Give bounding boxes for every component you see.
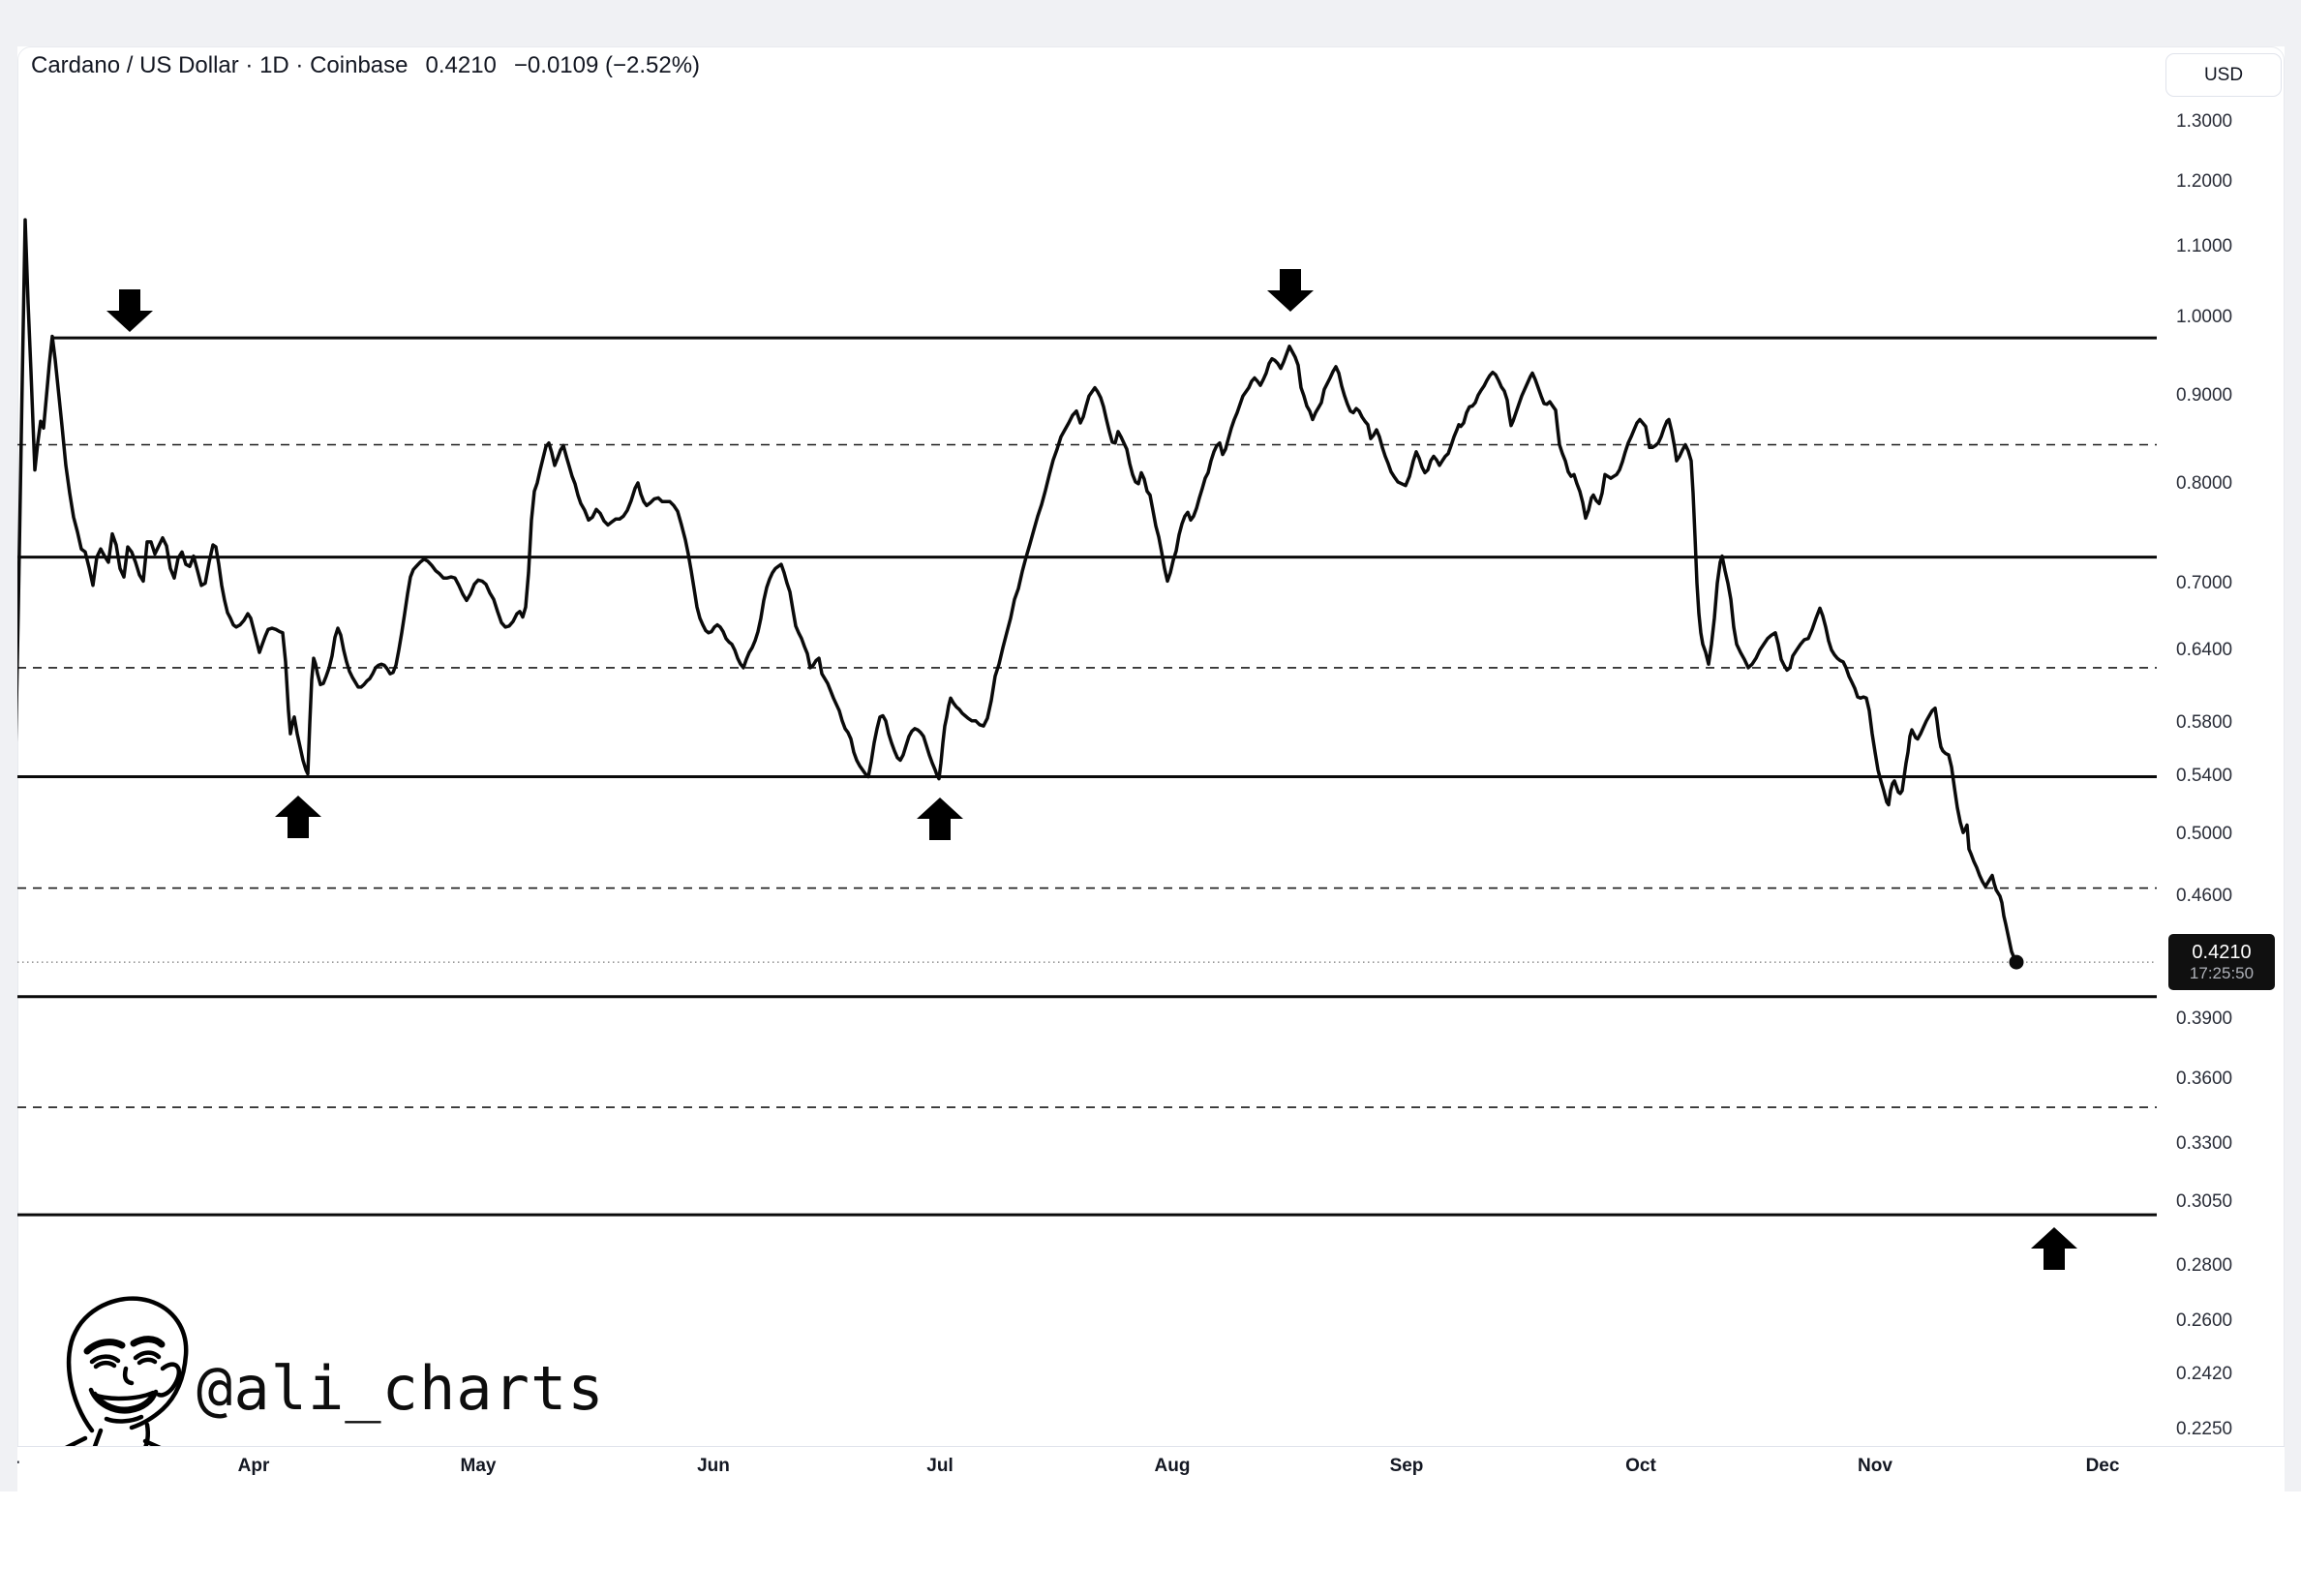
price-tick-0.6400: 0.6400 [2176, 640, 2233, 660]
time-axis[interactable]: Mar Apr May Jun Jul Aug Sep Oct Nov Dec [17, 1446, 2285, 1492]
last-price-badge: 0.4210 17:25:50 [2168, 934, 2275, 990]
time-tick-Mar: Mar [17, 1456, 46, 1477]
price-tick-1.1000: 1.1000 [2176, 236, 2233, 256]
price-tick-0.4600: 0.4600 [2176, 886, 2233, 906]
price-tick-0.2250: 0.2250 [2176, 1419, 2233, 1439]
time-tick-Oct: Oct [1625, 1456, 1656, 1476]
watermark-handle: @ali_charts [197, 1353, 605, 1424]
price-tick-1.0000: 1.0000 [2176, 307, 2233, 327]
price-tick-0.2420: 0.2420 [2176, 1364, 2233, 1384]
currency-toggle-label: USD [2203, 64, 2244, 85]
price-tick-0.8000: 0.8000 [2176, 473, 2233, 494]
time-tick-Jun: Jun [697, 1456, 730, 1476]
price-tick-1.3000: 1.3000 [2176, 111, 2233, 132]
price-tick-0.7000: 0.7000 [2176, 573, 2233, 593]
arrow-up-marker [2031, 1227, 2077, 1270]
page-background-right [2285, 46, 2301, 1491]
price-tick-0.9000: 0.9000 [2176, 385, 2233, 406]
page-background-top [0, 0, 2301, 46]
time-tick-May: May [460, 1456, 497, 1476]
price-tick-0.5000: 0.5000 [2176, 824, 2233, 844]
symbol-title: Cardano / US Dollar · 1D · Coinbase [31, 52, 409, 78]
price-tick-1.2000: 1.2000 [2176, 171, 2233, 192]
legend-last-price: 0.4210 [425, 52, 497, 78]
price-tick-0.3300: 0.3300 [2176, 1133, 2233, 1154]
last-price-badge-value: 0.4210 [2192, 941, 2252, 963]
last-price-dot [2009, 954, 2024, 970]
price-tick-0.3900: 0.3900 [2176, 1009, 2233, 1029]
arrow-down-marker [106, 289, 153, 332]
time-tick-Apr: Apr [237, 1456, 270, 1476]
time-tick-Jul: Jul [926, 1456, 954, 1476]
last-price-badge-time: 17:25:50 [2189, 963, 2255, 982]
legend-change: −0.0109 (−2.52%) [513, 52, 701, 78]
price-tick-0.3050: 0.3050 [2176, 1191, 2233, 1212]
price-axis[interactable]: 0.4210 17:25:50 1.3000 1.2000 1.1000 1.0000… [2157, 46, 2292, 1445]
currency-toggle-button[interactable]: USD [2165, 53, 2282, 97]
price-tick-0.2800: 0.2800 [2176, 1255, 2233, 1276]
time-tick-Dec: Dec [2085, 1456, 2120, 1476]
arrow-up-marker [275, 796, 321, 838]
page-background-left [0, 46, 17, 1491]
price-tick-0.5400: 0.5400 [2176, 766, 2233, 786]
price-tick-0.5800: 0.5800 [2176, 712, 2233, 733]
time-tick-Sep: Sep [1389, 1456, 1424, 1476]
price-tick-0.3600: 0.3600 [2176, 1069, 2233, 1089]
chart-legend: Cardano / US Dollar · 1D · Coinbase 0.42… [31, 52, 700, 79]
price-tick-0.2600: 0.2600 [2176, 1310, 2233, 1331]
arrow-down-marker [1267, 269, 1314, 312]
time-tick-Nov: Nov [1858, 1456, 1892, 1476]
arrow-up-marker [917, 798, 963, 840]
price-line-series [17, 218, 2018, 964]
watermark-face-sketch [59, 1296, 189, 1455]
time-tick-Aug: Aug [1154, 1456, 1191, 1476]
